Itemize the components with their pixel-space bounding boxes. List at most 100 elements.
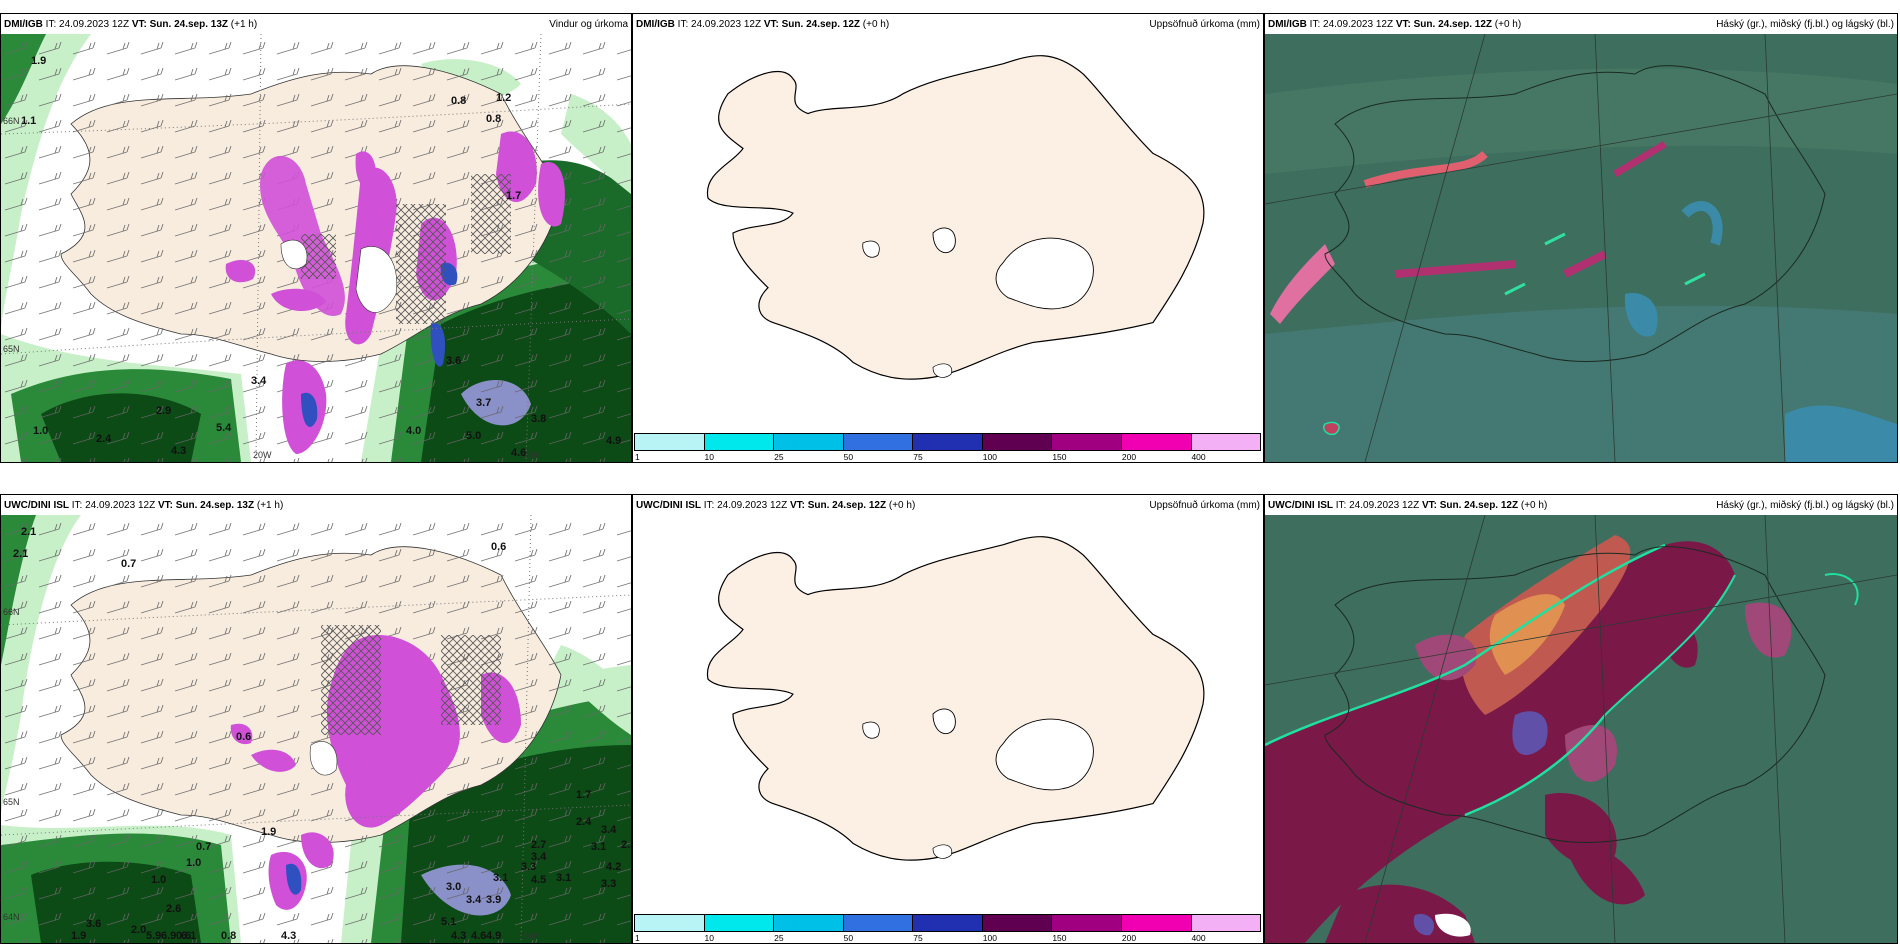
precip-value-label: 4.0 xyxy=(406,425,421,437)
valid-time: VT: Sun. 24.sep. 13Z xyxy=(157,499,255,511)
panel-clouds-uwc: UWC/DINI ISL IT: 24.09.2023 12Z VT: Sun.… xyxy=(1264,494,1898,944)
precip-value-label: 3.0 xyxy=(446,881,461,893)
precip-value-label: 3.7 xyxy=(476,397,491,409)
colorbar-tick-label: 50 xyxy=(843,933,854,943)
precip-value-label: 4.2 xyxy=(606,861,621,873)
precip-value-label: 1.7 xyxy=(506,190,521,202)
precip-value-label: 1.0 xyxy=(186,857,201,869)
colorbar-segment xyxy=(842,433,914,451)
precip-value-label: 4.6 xyxy=(471,930,486,942)
precip-value-label: 4.3 xyxy=(451,930,466,942)
colorbar-segment xyxy=(703,433,775,451)
init-time: IT: 24.09.2023 12Z xyxy=(674,18,764,30)
panel-header: DMI/IGB IT: 24.09.2023 12Z VT: Sun. 24.s… xyxy=(633,14,1263,34)
precip-value-label: 1.9 xyxy=(71,930,86,942)
precip-value-label: 1.1 xyxy=(21,115,36,127)
precip-value-label: 0.8 xyxy=(486,113,501,125)
panel-header: UWC/DINI ISL IT: 24.09.2023 12Z VT: Sun.… xyxy=(1,495,631,515)
accum-precip-map[interactable] xyxy=(633,515,1263,913)
precip-colorbar xyxy=(634,433,1262,451)
panel-header: DMI/IGB IT: 24.09.2023 12Z VT: Sun. 24.s… xyxy=(1,14,631,34)
grid-label: 66N xyxy=(3,607,20,617)
precip-value-label: 4.3 xyxy=(171,445,186,457)
precip-value-label: 5.0 xyxy=(466,430,481,442)
precip-value-label: 2.1 xyxy=(13,548,28,560)
precip-value-label: 3.9 xyxy=(486,894,501,906)
colorbar-segment xyxy=(1190,433,1262,451)
accum-precip-map[interactable] xyxy=(633,34,1263,432)
precip-value-label: 3.8 xyxy=(531,413,546,425)
lead-time: (+0 h) xyxy=(1518,499,1548,511)
panel-title: Vindur og úrkoma xyxy=(549,18,628,30)
precip-value-label: 3.1 xyxy=(556,872,571,884)
panel-title: Háský (gr.), miðský (fj.bl.) og lágský (… xyxy=(1716,18,1894,30)
panel-accum-precip-uwc: UWC/DINI ISL IT: 24.09.2023 12Z VT: Sun.… xyxy=(632,494,1264,944)
colorbar-tick-label: 400 xyxy=(1191,933,1206,943)
colorbar-tick-label: 100 xyxy=(982,933,997,943)
model-name: DMI/IGB xyxy=(636,18,675,30)
colorbar-segment xyxy=(773,914,844,932)
cloud-map[interactable] xyxy=(1265,515,1897,943)
precip-value-label: 3.4 xyxy=(251,375,267,387)
colorbar-segment xyxy=(1120,914,1192,932)
precip-value-label: 5.9 xyxy=(146,930,161,942)
precip-value-label: 3.6 xyxy=(86,918,101,930)
precip-value-label: 2.9 xyxy=(156,405,171,417)
precip-value-label: 1.0 xyxy=(33,425,48,437)
lead-time: (+0 h) xyxy=(860,18,890,30)
init-time: IT: 24.09.2023 12Z xyxy=(42,18,132,30)
precip-value-label: 3.4 xyxy=(531,851,547,863)
panel-clouds-dmi: DMI/IGB IT: 24.09.2023 12Z VT: Sun. 24.s… xyxy=(1264,13,1898,463)
colorbar-segment xyxy=(981,914,1053,932)
precip-value-label: 1.9 xyxy=(31,55,46,67)
colorbar-segment xyxy=(1120,433,1192,451)
valid-time: VT: Sun. 24.sep. 13Z xyxy=(131,18,228,30)
colorbar-tick-label: 100 xyxy=(982,452,997,462)
grid-label: 15W xyxy=(521,450,540,460)
colorbar-tick-label: 10 xyxy=(704,933,715,943)
grid-label: 65N xyxy=(3,344,20,354)
grid-label: 15W xyxy=(519,931,538,941)
precip-value-label: 0.7 xyxy=(196,841,211,853)
colorbar-segment xyxy=(634,914,705,932)
precip-colorbar-ticks: 1 10 25 50 75 100 150 200 400 xyxy=(635,452,1261,462)
grid-label: 64N xyxy=(3,912,20,922)
precip-value-label: 2.0 xyxy=(131,924,146,936)
precip-value-label: 3.1 xyxy=(493,872,508,884)
precip-value-label: 1.9 xyxy=(261,826,276,838)
colorbar-tick-label: 75 xyxy=(913,933,923,943)
model-name: UWC/DINI ISL xyxy=(4,499,69,511)
model-name: UWC/DINI ISL xyxy=(636,499,701,511)
precip-value-label: 3.3 xyxy=(601,878,616,890)
model-name: UWC/DINI ISL xyxy=(1268,499,1333,511)
precip-value-label: 2.4 xyxy=(96,433,112,445)
lead-time: (+0 h) xyxy=(886,499,916,511)
precip-value-label: 3.4 xyxy=(466,894,482,906)
precip-value-label: 4.3 xyxy=(281,930,296,942)
cloud-map[interactable] xyxy=(1265,34,1897,462)
precip-value-label: 0.8 xyxy=(221,930,236,942)
valid-time: VT: Sun. 24.sep. 12Z xyxy=(1421,499,1519,511)
precip-value-label: 3.6 xyxy=(446,355,461,367)
precip-value-label: 4.6 xyxy=(511,447,526,459)
colorbar-tick-label: 150 xyxy=(1052,452,1067,462)
wind-precip-map[interactable]: 66N 65N 20W 15W 1.9 1.1 0.8 1.2 0.8 1.7 3.4 2.9… xyxy=(1,34,631,462)
precip-value-label: 3.4 xyxy=(601,824,617,836)
lead-time: (+1 h) xyxy=(254,499,284,511)
colorbar-segment xyxy=(842,914,914,932)
colorbar-tick-label: 1 xyxy=(635,452,640,462)
wind-precip-map[interactable]: 66N 65N 64N 15W 2.1 2.1 0.7 0.6 0.6 1.9 0.7 1.0… xyxy=(1,515,631,943)
init-time: IT: 24.09.2023 12Z xyxy=(69,499,158,511)
precip-value-label: 3.1 xyxy=(591,841,606,853)
panel-header: UWC/DINI ISL IT: 24.09.2023 12Z VT: Sun.… xyxy=(1265,495,1897,515)
colorbar-tick-label: 200 xyxy=(1121,933,1137,943)
colorbar-segment xyxy=(1051,433,1122,451)
colorbar-segment xyxy=(703,914,775,932)
precip-value-label: 2.6 xyxy=(166,903,181,915)
valid-time: VT: Sun. 24.sep. 12Z xyxy=(1395,18,1492,30)
panel-wind-precip-dmi: DMI/IGB IT: 24.09.2023 12Z VT: Sun. 24.s… xyxy=(0,13,632,463)
init-time: IT: 24.09.2023 12Z xyxy=(1306,18,1396,30)
precip-value-label: 0.6 xyxy=(236,731,251,743)
panel-wind-precip-uwc: UWC/DINI ISL IT: 24.09.2023 12Z VT: Sun.… xyxy=(0,494,632,944)
colorbar-segment xyxy=(912,433,983,451)
